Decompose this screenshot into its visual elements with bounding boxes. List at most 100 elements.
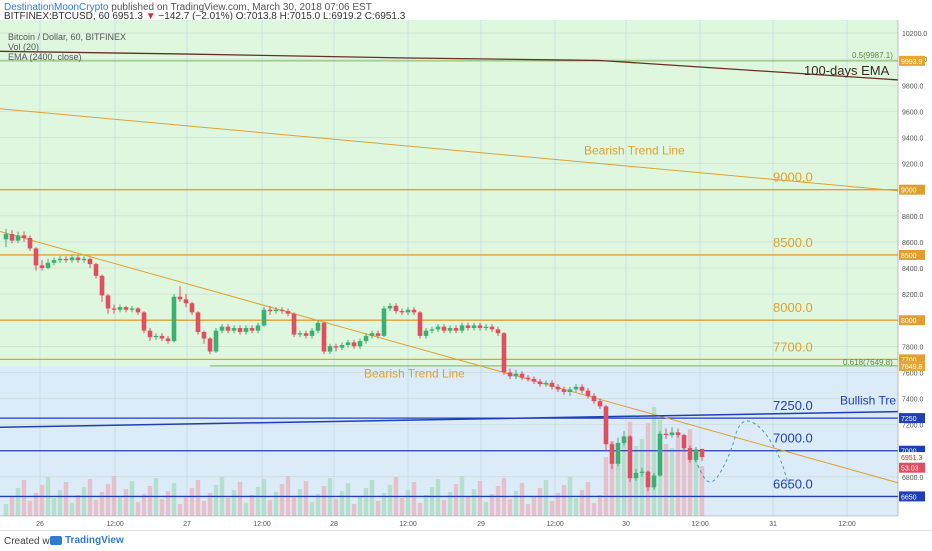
x-tick-label: 12:00	[546, 521, 564, 528]
volume-bar	[105, 484, 111, 516]
candle	[297, 333, 303, 335]
volume-bar	[411, 482, 417, 516]
volume-bar	[609, 441, 615, 516]
candle	[159, 335, 165, 339]
candle	[405, 309, 411, 313]
author-link[interactable]: DestinationMoonCrypto	[4, 2, 109, 13]
volume-bar	[561, 485, 567, 516]
candle	[309, 330, 315, 336]
volume-bar	[621, 438, 627, 516]
candle	[39, 265, 45, 268]
y-tick-label: 7600.0	[902, 370, 924, 377]
x-tick-label: 26	[36, 521, 44, 528]
level-tag-box	[899, 315, 925, 326]
created-with-text: Created with	[4, 536, 61, 547]
x-tick-label: 28	[330, 521, 338, 528]
candle	[363, 335, 369, 342]
volume-bar	[651, 407, 657, 516]
candle	[213, 330, 219, 352]
chart-labels: 9000.0 8500.0 8000.0 7700.0 7250.0 7000.0 6650…	[364, 51, 896, 492]
candle	[291, 313, 297, 335]
volume-bar	[693, 453, 699, 516]
candle	[561, 389, 567, 392]
volume-bar	[363, 488, 369, 516]
volume-bar	[279, 484, 285, 516]
green-zone	[0, 20, 898, 366]
annotation-bullish: Bullish Tre	[840, 393, 896, 407]
volume-bar	[339, 491, 345, 516]
volume-bar	[213, 485, 219, 516]
candle	[633, 472, 639, 479]
volume-bar	[549, 501, 555, 516]
volume-bar	[591, 503, 597, 516]
volume-bar	[57, 490, 63, 516]
candle	[399, 311, 405, 313]
volume-bar	[81, 487, 87, 516]
candle	[219, 326, 225, 331]
volume-bar	[387, 485, 393, 516]
candle	[165, 338, 171, 342]
volume-bar	[93, 500, 99, 516]
candle	[381, 308, 387, 336]
y-tick-label: 8800.0	[902, 214, 924, 221]
volume-bar	[87, 479, 93, 516]
tradingview-logo[interactable]: TradingView	[50, 535, 124, 546]
x-tick-label: 12:00	[399, 521, 417, 528]
volume-bar	[417, 503, 423, 516]
volume-bar	[525, 504, 531, 516]
candle	[69, 257, 75, 261]
candle	[507, 372, 513, 377]
level-tag: 9000	[901, 188, 917, 195]
candle	[63, 258, 69, 261]
level-label: 9000.0	[773, 170, 813, 185]
volume-bar	[315, 494, 321, 516]
candle	[279, 309, 285, 312]
candle	[687, 448, 693, 460]
tradingview-label: TradingView	[65, 535, 124, 546]
candle	[231, 328, 237, 331]
volume-bar	[471, 489, 477, 516]
y-tick-label: 9600.0	[902, 109, 924, 116]
volume-bar	[699, 466, 705, 516]
candle	[201, 331, 207, 339]
y-tick-label: 8400.0	[902, 266, 924, 273]
candle	[99, 275, 105, 296]
tradingview-icon	[50, 535, 62, 545]
fib-tag-box	[899, 55, 925, 66]
volume-bar	[201, 501, 207, 516]
price-chart[interactable]: 9000.0 8500.0 8000.0 7700.0 7250.0 7000.0 6650…	[0, 20, 932, 530]
candle	[237, 328, 243, 332]
candle	[375, 333, 381, 336]
volume-bar	[39, 485, 45, 516]
volume-bar	[357, 496, 363, 516]
candle	[657, 433, 663, 476]
candle	[57, 258, 63, 261]
level-label: 8500.0	[773, 235, 813, 250]
y-tick-label: 7200.0	[902, 423, 924, 430]
volume-bar	[423, 495, 429, 516]
volume-bar	[9, 496, 15, 516]
ohlc-values: O:7013.8 H:7015.0 L:6919.2 C:6951.3	[235, 11, 406, 22]
candle	[255, 325, 261, 331]
fib-tag: 7649.8	[901, 364, 923, 371]
volume-bar	[531, 496, 537, 516]
lower-trend-line	[0, 230, 901, 484]
candle	[105, 295, 111, 309]
chart-legend: Bitcoin / Dollar, 60, BITFINEX Vol (20) …	[8, 32, 126, 62]
candle	[249, 328, 255, 331]
candle	[693, 449, 699, 460]
trend-lines	[0, 50, 901, 498]
volume-bar	[15, 488, 21, 516]
volume-bar	[249, 495, 255, 516]
footer: Created with TradingView	[0, 530, 932, 551]
volume-bar	[681, 445, 687, 516]
volume-bar	[291, 497, 297, 516]
level-tag-box	[899, 413, 925, 424]
projection-path	[694, 420, 791, 491]
volume-bar	[537, 488, 543, 516]
level-tag-box	[899, 491, 925, 502]
candle	[267, 309, 273, 312]
volume-bar	[435, 479, 441, 516]
candle	[81, 258, 87, 261]
candle	[129, 308, 135, 310]
